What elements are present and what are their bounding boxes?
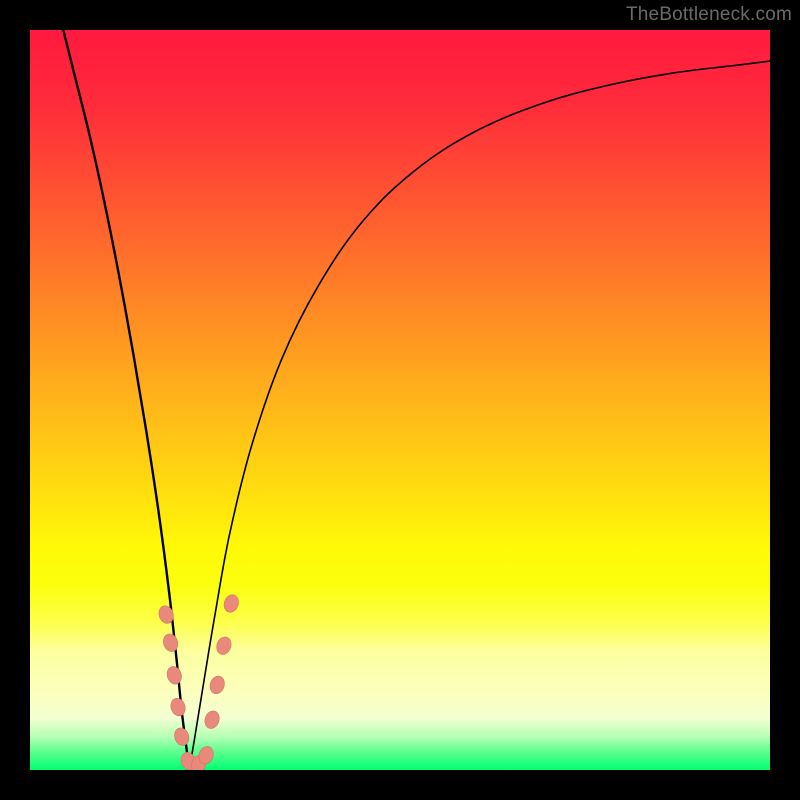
right-branch-curve: [189, 61, 770, 770]
data-marker: [208, 674, 227, 695]
plot-area: [30, 30, 770, 770]
data-marker: [165, 665, 184, 686]
watermark-label: TheBottleneck.com: [626, 4, 792, 26]
data-marker: [161, 632, 180, 653]
data-marker: [214, 635, 233, 656]
data-marker: [203, 709, 222, 730]
left-branch-curve: [63, 30, 189, 770]
data-marker: [172, 726, 191, 747]
curve-layer: [30, 30, 770, 770]
data-marker: [169, 696, 188, 717]
chart-frame: TheBottleneck.com: [0, 0, 800, 800]
data-marker: [222, 593, 241, 614]
